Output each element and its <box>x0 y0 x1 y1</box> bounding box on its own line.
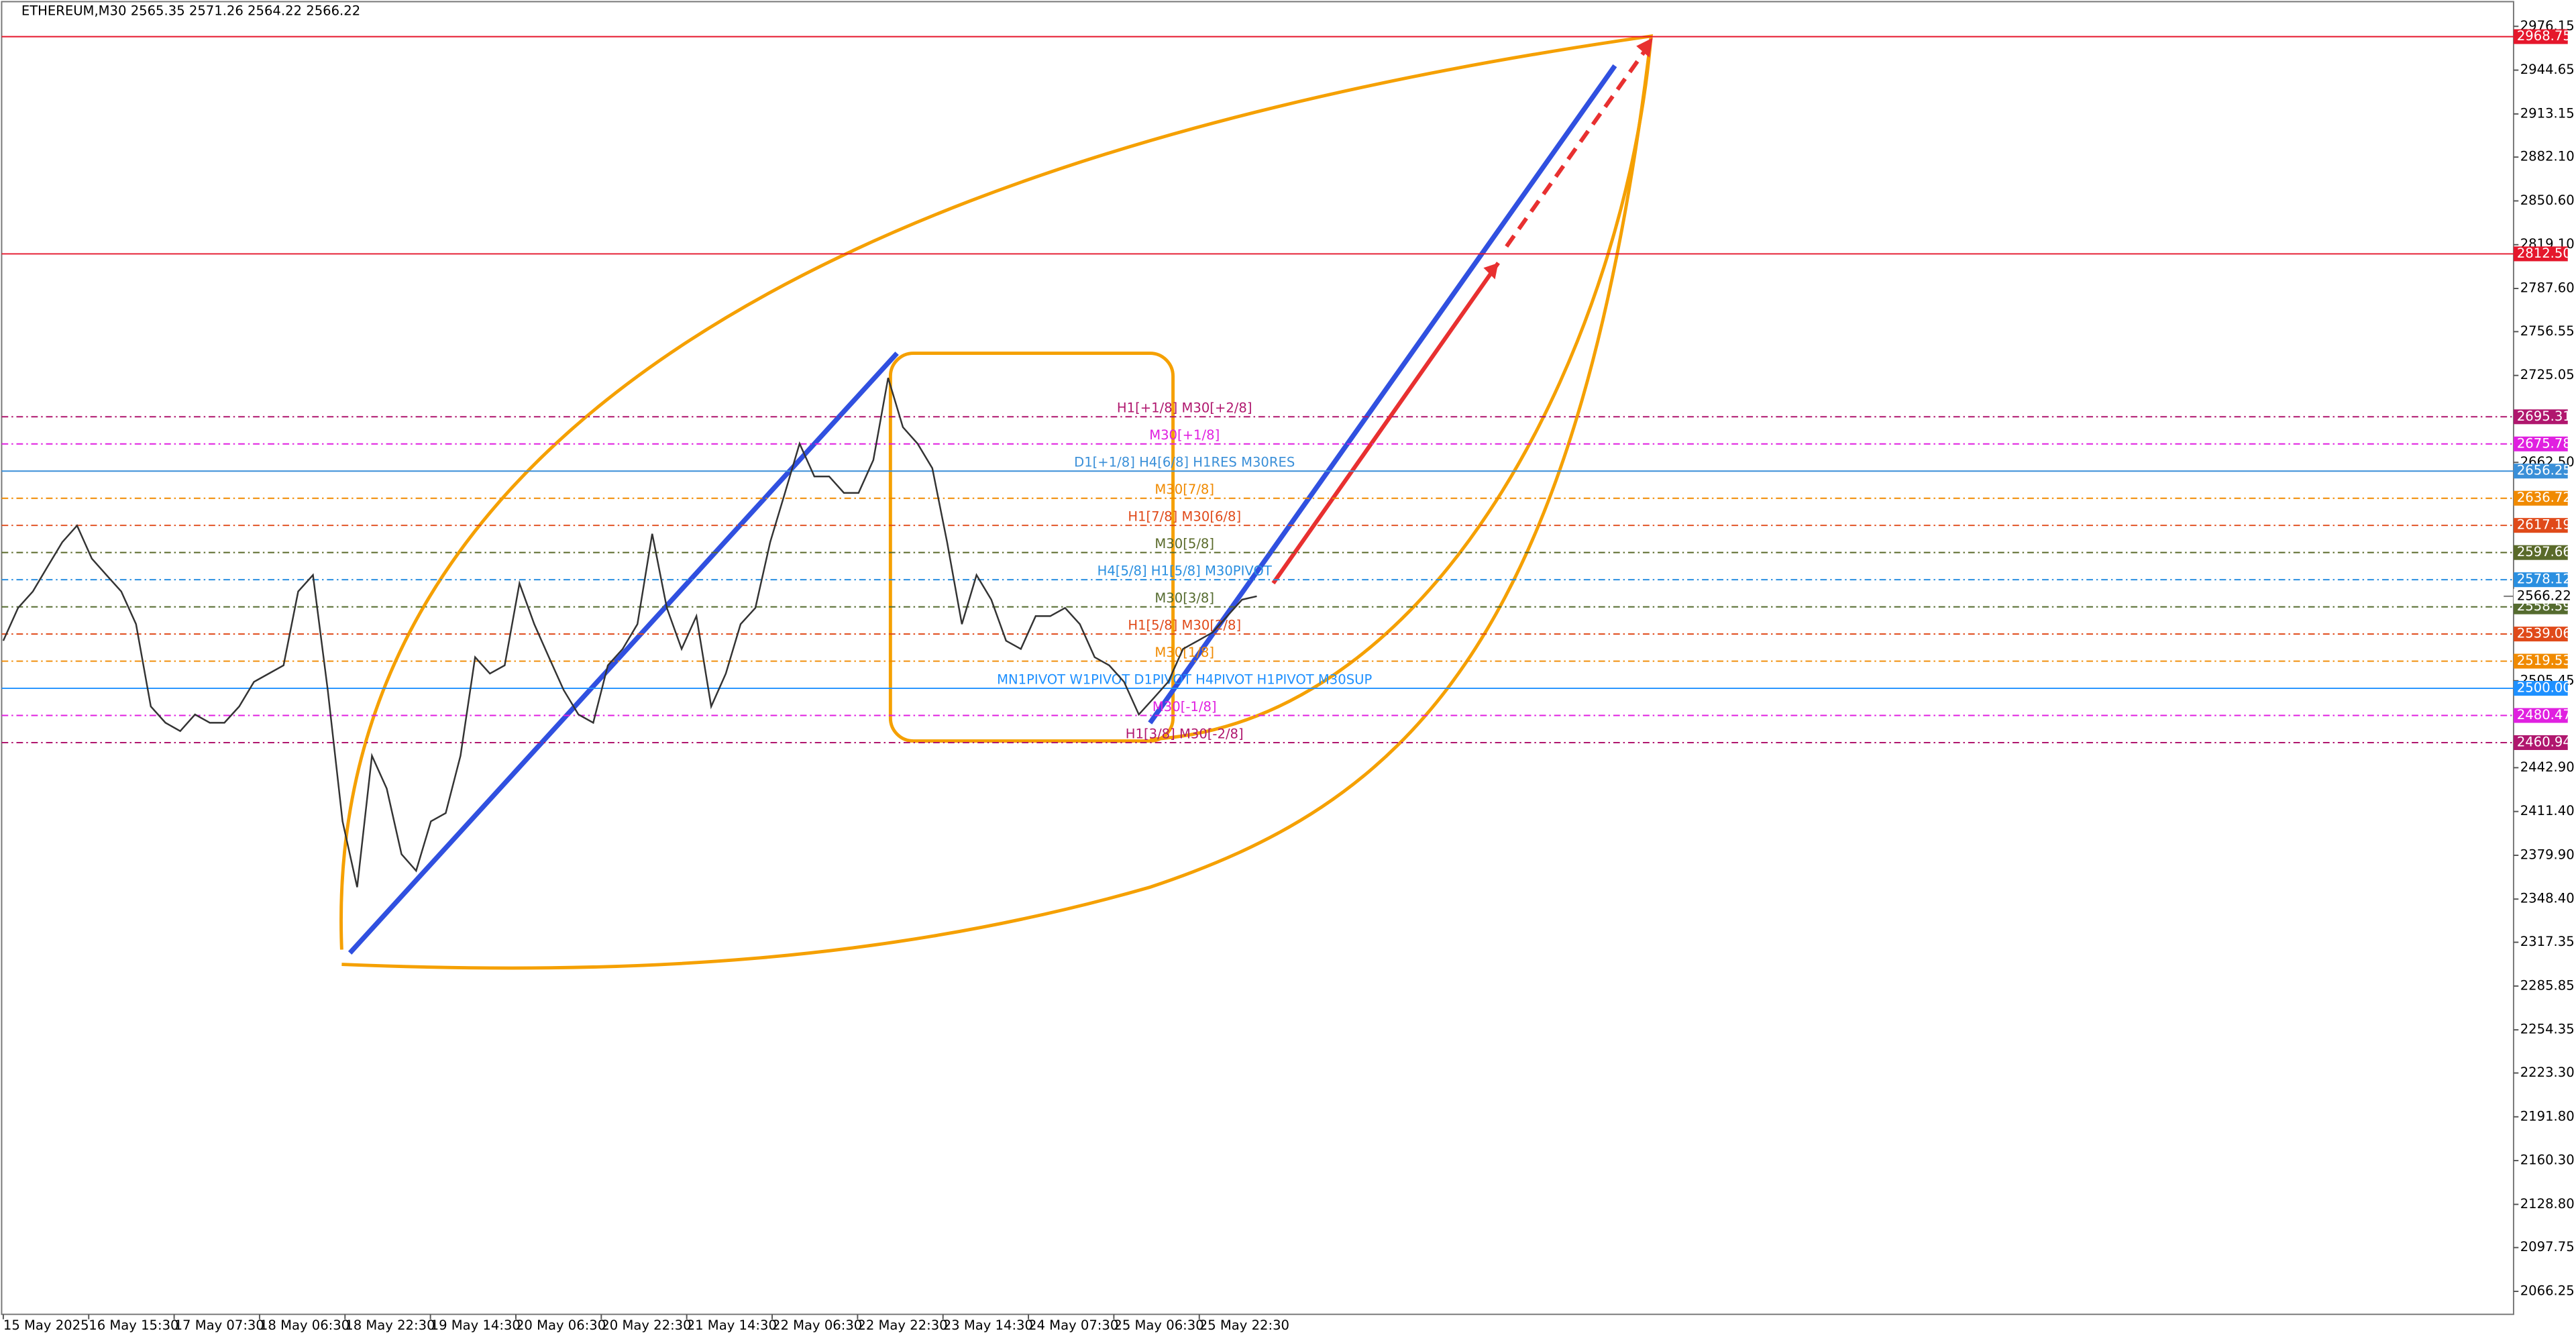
chart-title: ETHEREUM,M30 2565.35 2571.26 2564.22 256… <box>21 3 360 19</box>
y-tick-label: 2128.80 <box>2520 1196 2575 1212</box>
x-tick-label: 25 May 22:30 <box>1199 1318 1289 1333</box>
y-tick-label: 2285.85 <box>2520 977 2575 993</box>
level-name: M30[+1/8] <box>1149 427 1220 443</box>
y-tick-label: 2097.75 <box>2520 1239 2575 1254</box>
x-tick-label: 25 May 06:30 <box>1114 1318 1203 1333</box>
level-name: D1[+1/8] H4[6/8] H1RES M30RES <box>1074 454 1295 470</box>
x-tick-label: 19 May 14:30 <box>431 1318 521 1333</box>
trend-line <box>347 352 899 955</box>
level-name: M30[5/8] <box>1155 536 1214 551</box>
y-tick-label: 2944.65 <box>2520 62 2575 77</box>
orange-curve <box>341 36 1653 970</box>
level-label: 2460.94 <box>2517 735 2571 750</box>
bid-label-box <box>2513 588 2568 604</box>
x-tick-label: 20 May 06:30 <box>516 1318 606 1333</box>
arrow-head <box>1636 38 1653 58</box>
level-label-box <box>2513 409 2568 425</box>
level-name: H4[5/8] H1[5/8] M30PIVOT <box>1097 563 1273 578</box>
level-label-box <box>2513 545 2568 560</box>
level-name: H1[5/8] M30[2/8] <box>1128 617 1241 633</box>
level-label: 2968.75 <box>2517 28 2571 44</box>
level-label: 2675.78 <box>2517 435 2571 451</box>
level-label-box <box>2513 708 2568 723</box>
level-label: 2636.72 <box>2517 490 2571 505</box>
level-label: 2519.53 <box>2517 653 2571 668</box>
level-label: 2656.25 <box>2517 463 2571 478</box>
y-tick-label: 2850.60 <box>2520 193 2575 208</box>
level-label-box <box>2513 464 2568 479</box>
y-tick-label: 2317.35 <box>2520 934 2575 949</box>
level-label: 2578.12 <box>2517 572 2571 587</box>
level-label-box <box>2513 246 2568 262</box>
x-tick-label: 20 May 22:30 <box>601 1318 691 1333</box>
x-tick-label: 23 May 14:30 <box>943 1318 1033 1333</box>
x-tick-label: 22 May 22:30 <box>857 1318 947 1333</box>
price-line <box>2 377 1257 888</box>
forecast-arrow <box>1271 262 1500 585</box>
orange-box <box>888 352 1175 743</box>
level-name: M30[1/8] <box>1155 645 1214 660</box>
level-name: H1[+1/8] M30[+2/8] <box>1117 400 1252 416</box>
x-tick-label: 18 May 22:30 <box>345 1318 435 1333</box>
x-tick-label: 21 May 14:30 <box>687 1318 777 1333</box>
y-tick-label: 2725.05 <box>2520 367 2575 382</box>
level-name: H1[3/8] M30[-2/8] <box>1126 726 1244 741</box>
level-label-box <box>2513 490 2568 506</box>
level-label: 2695.31 <box>2517 409 2571 424</box>
level-label-box <box>2513 627 2568 642</box>
level-label: 2500.00 <box>2517 680 2571 696</box>
level-label: 2597.66 <box>2517 544 2571 559</box>
x-tick-label: 16 May 15:30 <box>89 1318 178 1333</box>
level-label-box <box>2513 436 2568 451</box>
level-label-box <box>2513 518 2568 533</box>
bid-label: 2566.22 <box>2517 588 2571 603</box>
y-tick-label: 2787.60 <box>2520 280 2575 296</box>
y-tick-label: 2442.90 <box>2520 759 2575 775</box>
y-tick-label: 2882.10 <box>2520 149 2575 164</box>
level-label-box <box>2513 681 2568 696</box>
level-label: 2617.19 <box>2517 517 2571 533</box>
level-label-box <box>2513 735 2568 751</box>
y-tick-label: 2191.80 <box>2520 1108 2575 1124</box>
level-name: MN1PIVOT W1PIVOT D1PIVOT H4PIVOT H1PIVOT… <box>997 672 1372 687</box>
data-layer: 2976.152944.652913.152882.102850.602819.… <box>1 18 2575 1333</box>
y-tick-label: 2160.30 <box>2520 1153 2575 1168</box>
y-tick-label: 2379.90 <box>2520 847 2575 862</box>
x-tick-label: 17 May 07:30 <box>174 1318 264 1333</box>
y-tick-label: 2913.15 <box>2520 105 2575 121</box>
y-tick-label: 2756.55 <box>2520 323 2575 339</box>
y-tick-label: 2223.30 <box>2520 1065 2575 1080</box>
arrow-head <box>1483 262 1499 280</box>
x-tick-label: 22 May 06:30 <box>772 1318 862 1333</box>
y-tick-label: 2348.40 <box>2520 891 2575 906</box>
y-tick-label: 2066.25 <box>2520 1283 2575 1298</box>
level-label: 2480.47 <box>2517 707 2571 722</box>
x-tick-label: 24 May 07:30 <box>1028 1318 1118 1333</box>
x-tick-label: 18 May 06:30 <box>260 1318 350 1333</box>
level-name: M30[-1/8] <box>1152 699 1217 714</box>
level-label: 2539.06 <box>2517 626 2571 641</box>
level-name: M30[7/8] <box>1155 482 1214 497</box>
trend-line <box>1148 64 1617 725</box>
level-name: H1[7/8] M30[6/8] <box>1128 508 1241 524</box>
orange-curve <box>339 34 1653 950</box>
y-tick-label: 2254.35 <box>2520 1022 2575 1037</box>
x-tick-label: 15 May 2025 <box>3 1318 89 1333</box>
y-tick-label: 2411.40 <box>2520 803 2575 818</box>
level-label-box <box>2513 29 2568 44</box>
level-label-box <box>2513 653 2568 669</box>
level-name: M30[3/8] <box>1155 590 1214 606</box>
level-label: 2812.50 <box>2517 246 2571 261</box>
level-label-box <box>2513 572 2568 588</box>
